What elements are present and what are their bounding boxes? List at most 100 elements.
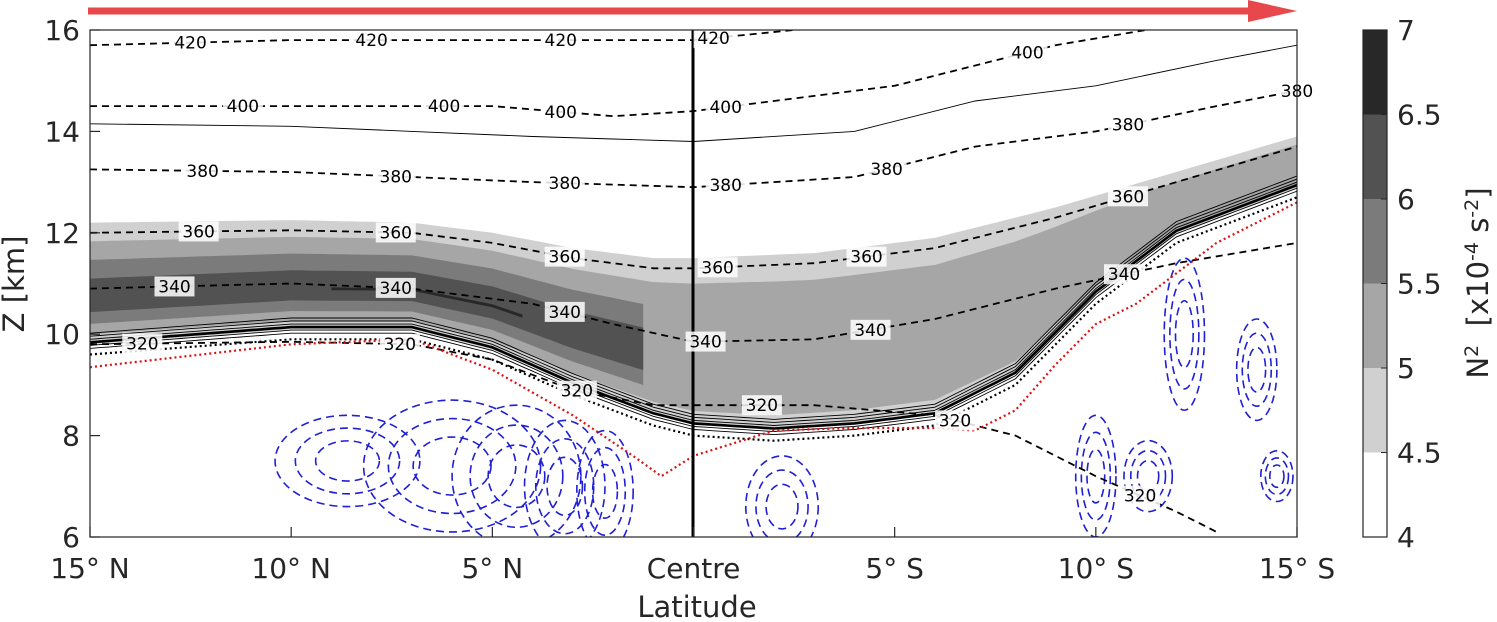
theta-label: 340 bbox=[544, 301, 585, 323]
theta-label-bg bbox=[556, 380, 597, 401]
theta-label-bg bbox=[544, 173, 585, 194]
theta-label: 320 bbox=[741, 395, 782, 416]
theta-label-bg bbox=[1103, 264, 1144, 285]
theta-label: 380 bbox=[182, 160, 223, 182]
y-axis-title: Z [km] bbox=[0, 236, 31, 333]
updraft-contour bbox=[362, 399, 542, 533]
theta-label: 360 bbox=[178, 221, 219, 242]
theta-label-bg bbox=[170, 32, 211, 53]
colorbar-ticks: 4 4.5 5 5.5 6 6.5 7 bbox=[1381, 14, 1442, 554]
theta-label-bg bbox=[697, 257, 738, 278]
updraft-contour bbox=[1264, 457, 1290, 496]
updraft-contour bbox=[1174, 299, 1194, 369]
updraft-contour bbox=[1247, 346, 1267, 393]
theta-label-bg bbox=[154, 276, 195, 297]
theta-label-text: 340 bbox=[689, 333, 721, 353]
theta-label-bg bbox=[544, 301, 585, 322]
theta-label-bg bbox=[850, 319, 891, 340]
theta-label-text: 380 bbox=[549, 174, 581, 194]
theta-label-bg bbox=[182, 160, 223, 181]
updraft-contour bbox=[387, 417, 517, 515]
theta-label-bg bbox=[693, 28, 734, 49]
theta-label: 340 bbox=[1103, 264, 1144, 285]
y-tick-label: 14 bbox=[44, 115, 80, 148]
theta-label-text: 340 bbox=[854, 321, 886, 341]
y-tick-label: 12 bbox=[44, 217, 80, 250]
theta-label-text: 380 bbox=[186, 162, 218, 182]
x-tick-label: 15° S bbox=[1259, 552, 1335, 585]
theta-contour-320 bbox=[90, 340, 1217, 533]
theta-label: 320 bbox=[379, 334, 420, 355]
y-tick-label: 16 bbox=[44, 14, 80, 47]
theta-label: 420 bbox=[351, 30, 392, 51]
theta-label: 380 bbox=[375, 166, 416, 187]
theta-label: 380 bbox=[705, 175, 746, 196]
theta-label-text: 380 bbox=[380, 167, 412, 187]
updraft-contour bbox=[1163, 257, 1206, 412]
x-tick-label: Centre bbox=[647, 552, 741, 585]
theta-label-bg bbox=[846, 246, 887, 267]
theta-label-text: 400 bbox=[227, 97, 259, 117]
theta-label-text: 320 bbox=[939, 411, 971, 431]
updraft-contour bbox=[1074, 414, 1117, 537]
updraft-contour bbox=[1241, 332, 1273, 407]
colorbar: 4 4.5 5 5.5 6 6.5 7 N2 [x10-4 s-2] bbox=[1362, 14, 1495, 554]
theta-contour-400 bbox=[90, 30, 1152, 118]
theta-label-text: 320 bbox=[1124, 487, 1156, 507]
theta-label-text: 420 bbox=[355, 31, 387, 51]
x-tick-label: 10° S bbox=[1058, 552, 1134, 585]
tropopause-red-dotted bbox=[90, 201, 1297, 478]
theta-label: 340 bbox=[850, 319, 891, 341]
theta-label: 320 bbox=[556, 380, 597, 402]
theta-label: 360 bbox=[1108, 186, 1149, 207]
theta-label-text: 320 bbox=[384, 335, 416, 355]
theta-label: 360 bbox=[846, 246, 887, 268]
updraft-contour bbox=[546, 456, 584, 517]
theta-label-bg bbox=[375, 277, 416, 298]
updraft-contour bbox=[1269, 464, 1285, 489]
theta-label-text: 420 bbox=[697, 29, 729, 49]
tropopause-black-dotted bbox=[90, 196, 1297, 442]
updraft-contour bbox=[451, 404, 582, 537]
theta-label: 360 bbox=[544, 246, 585, 268]
updraft-contour bbox=[274, 414, 421, 508]
theta-label: 400 bbox=[1007, 42, 1048, 63]
updraft-contour bbox=[534, 438, 595, 535]
updraft-contour bbox=[1169, 278, 1200, 390]
theta-label-text: 400 bbox=[428, 97, 460, 117]
theta-label-bg bbox=[1108, 186, 1149, 207]
n2-band bbox=[331, 287, 523, 318]
colorbar-tick-label: 4 bbox=[1397, 521, 1415, 554]
theta-label-bg bbox=[424, 96, 465, 117]
theta-label: 320 bbox=[122, 333, 163, 355]
direction-arrow bbox=[88, 0, 1297, 22]
colorbar-tick-label: 5 bbox=[1397, 352, 1415, 385]
x-axis: 15° N 10° N 5° N Centre 5° S 10° S 15° S bbox=[50, 527, 1335, 585]
theta-label-text: 340 bbox=[549, 303, 581, 323]
colorbar-band bbox=[1363, 452, 1387, 537]
theta-label-text: 320 bbox=[561, 382, 593, 402]
theta-label-bg bbox=[375, 222, 416, 243]
updraft-contours bbox=[274, 257, 1294, 537]
theta-label-bg bbox=[935, 410, 976, 431]
colorbar-band bbox=[1363, 30, 1387, 115]
theta-label: 400 bbox=[540, 101, 581, 123]
theta-label: 340 bbox=[375, 277, 416, 299]
updraft-contour bbox=[1080, 431, 1112, 521]
theta-label-bg bbox=[705, 175, 746, 196]
updraft-contour bbox=[765, 483, 799, 530]
colorbar-tick-label: 7 bbox=[1397, 14, 1415, 47]
theta-label-bg bbox=[540, 101, 581, 122]
theta-label-text: 360 bbox=[549, 248, 581, 268]
theta-label-text: 380 bbox=[1112, 116, 1144, 136]
theta-label: 400 bbox=[705, 97, 746, 118]
updraft-contour bbox=[745, 455, 820, 537]
theta-label-bg bbox=[1120, 485, 1161, 506]
theta-label-bg bbox=[222, 96, 263, 117]
theta-label-bg bbox=[351, 30, 392, 51]
updraft-contour bbox=[1086, 448, 1106, 504]
theta-label-text: 400 bbox=[545, 103, 577, 123]
theta-label-text: 380 bbox=[709, 176, 741, 196]
y-axis: 6 8 10 12 14 16 bbox=[44, 14, 100, 554]
